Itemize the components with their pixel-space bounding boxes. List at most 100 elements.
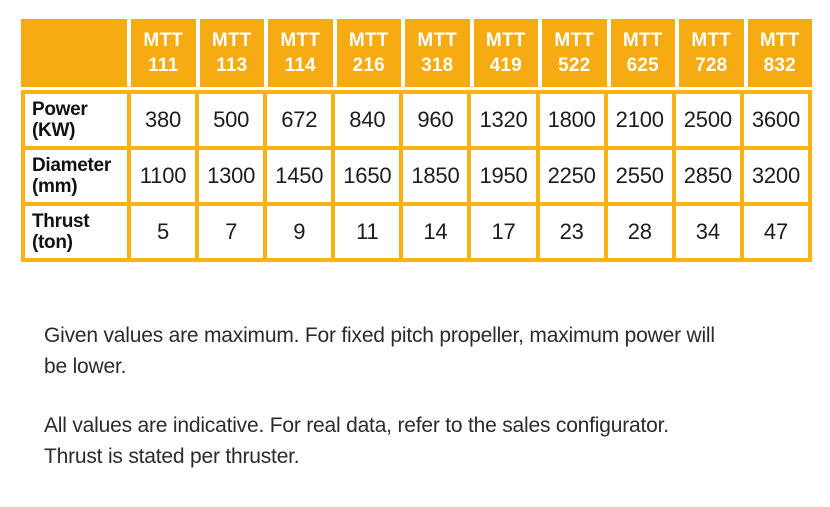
row-label-diameter: Diameter (mm) bbox=[25, 150, 127, 202]
value-cell: 840 bbox=[335, 94, 400, 146]
cell-value: 14 bbox=[423, 219, 448, 244]
column-header-mtt-216: MTT 216 bbox=[336, 19, 401, 87]
cell-value: 1950 bbox=[479, 163, 528, 188]
cell-value: 672 bbox=[281, 107, 318, 132]
value-cell: 23 bbox=[539, 206, 604, 258]
column-header-mtt-114: MTT 114 bbox=[268, 19, 333, 87]
row-label-power: Power (KW) bbox=[25, 94, 127, 146]
table-header-row: MTT 111 MTT 113 MTT 114 MTT 216 MTT 318 MTT 419 MTT 5… bbox=[21, 19, 812, 87]
row-label-text: Thrust bbox=[32, 211, 90, 232]
value-cell: 28 bbox=[607, 206, 672, 258]
row-label-unit: (KW) bbox=[32, 120, 76, 141]
value-cell: 1950 bbox=[471, 150, 536, 202]
value-cell: 5 bbox=[131, 206, 196, 258]
column-header-prefix: MTT bbox=[143, 30, 184, 51]
cell-value: 2850 bbox=[683, 163, 732, 188]
note-line: Thrust is stated per thruster. bbox=[44, 445, 300, 468]
value-cell: 2850 bbox=[675, 150, 740, 202]
value-cell: 960 bbox=[403, 94, 468, 146]
value-cell: 1320 bbox=[471, 94, 536, 146]
cell-value: 1320 bbox=[479, 107, 528, 132]
value-cell: 1100 bbox=[131, 150, 196, 202]
cell-value: 1300 bbox=[207, 163, 256, 188]
cell-value: 9 bbox=[293, 219, 306, 244]
cell-value: 3200 bbox=[751, 163, 801, 188]
note-paragraph-1: Given values are maximum. For fixed pitc… bbox=[44, 320, 789, 382]
value-cell: 34 bbox=[675, 206, 740, 258]
cell-value: 1450 bbox=[275, 163, 324, 188]
cell-value: 960 bbox=[417, 107, 454, 132]
value-cell: 500 bbox=[199, 94, 264, 146]
value-cell: 17 bbox=[471, 206, 536, 258]
column-header-prefix: MTT bbox=[622, 30, 663, 51]
cell-value: 840 bbox=[349, 107, 386, 132]
cell-value: 500 bbox=[213, 107, 250, 132]
column-header-mtt-318: MTT 318 bbox=[405, 19, 470, 87]
cell-value: 2550 bbox=[615, 163, 664, 188]
cell-value: 34 bbox=[695, 219, 720, 244]
column-header-model: 111 bbox=[148, 55, 179, 76]
value-cell: 2250 bbox=[539, 150, 604, 202]
cell-value: 1850 bbox=[411, 163, 460, 188]
cell-value: 23 bbox=[559, 219, 584, 244]
cell-value: 28 bbox=[627, 219, 652, 244]
cell-value: 2100 bbox=[615, 107, 664, 132]
cell-value: 5 bbox=[157, 219, 170, 244]
column-header-mtt-111: MTT 111 bbox=[131, 19, 196, 87]
value-cell: 380 bbox=[131, 94, 196, 146]
cell-value: 380 bbox=[144, 107, 182, 132]
cell-value: 2500 bbox=[683, 107, 732, 132]
cell-value: 2250 bbox=[547, 163, 596, 188]
column-header-model: 114 bbox=[284, 55, 316, 76]
value-cell: 14 bbox=[403, 206, 468, 258]
column-header-prefix: MTT bbox=[485, 30, 526, 51]
value-cell: 1800 bbox=[539, 94, 604, 146]
note-line: All values are indicative. For real data… bbox=[44, 414, 669, 437]
column-header-mtt-832: MTT 832 bbox=[747, 19, 812, 87]
value-cell: 1450 bbox=[267, 150, 332, 202]
value-cell: 1850 bbox=[403, 150, 468, 202]
column-header-model: 113 bbox=[216, 55, 248, 76]
value-cell: 2500 bbox=[675, 94, 740, 146]
thruster-spec-table: MTT 111 MTT 113 MTT 114 MTT 216 MTT 318 MTT 419 MTT 5… bbox=[21, 19, 812, 262]
column-header-prefix: MTT bbox=[211, 30, 252, 51]
column-header-model: 625 bbox=[626, 55, 659, 76]
column-header-mtt-522: MTT 522 bbox=[542, 19, 607, 87]
note-line: Given values are maximum. For fixed pitc… bbox=[44, 324, 715, 347]
column-header-mtt-419: MTT 419 bbox=[473, 19, 538, 87]
column-header-mtt-728: MTT 728 bbox=[679, 19, 744, 87]
column-header-model: 216 bbox=[352, 55, 385, 76]
value-cell: 2100 bbox=[607, 94, 672, 146]
column-header-prefix: MTT bbox=[417, 30, 458, 51]
value-cell: 7 bbox=[199, 206, 264, 258]
column-header-mtt-113: MTT 113 bbox=[199, 19, 264, 87]
column-header-model: 522 bbox=[558, 55, 591, 76]
table-body: Power (KW) 380 500 672 840 960 1320 1800 2100 2500… bbox=[21, 90, 812, 262]
column-header-prefix: MTT bbox=[691, 30, 732, 51]
value-cell: 672 bbox=[267, 94, 332, 146]
table-corner-cell bbox=[21, 19, 127, 87]
row-label-unit: (mm) bbox=[32, 176, 78, 197]
cell-value: 47 bbox=[763, 219, 788, 244]
value-cell: 3600 bbox=[743, 94, 808, 146]
column-header-prefix: MTT bbox=[348, 30, 389, 51]
value-cell: 2550 bbox=[607, 150, 672, 202]
value-cell: 1300 bbox=[199, 150, 264, 202]
notes-section: Given values are maximum. For fixed pitc… bbox=[44, 320, 789, 472]
value-cell: 3200 bbox=[743, 150, 808, 202]
cell-value: 17 bbox=[491, 219, 516, 244]
row-label-thrust: Thrust (ton) bbox=[25, 206, 127, 258]
column-header-model: 419 bbox=[489, 55, 522, 76]
column-header-prefix: MTT bbox=[280, 30, 321, 51]
column-header-mtt-625: MTT 625 bbox=[610, 19, 675, 87]
column-header-prefix: MTT bbox=[759, 30, 800, 51]
value-cell: 9 bbox=[267, 206, 332, 258]
note-line: be lower. bbox=[44, 355, 127, 378]
value-cell: 11 bbox=[335, 206, 400, 258]
cell-value: 7 bbox=[225, 219, 238, 244]
row-label-unit: (ton) bbox=[32, 232, 73, 253]
note-paragraph-2: All values are indicative. For real data… bbox=[44, 410, 789, 472]
value-cell: 47 bbox=[743, 206, 808, 258]
cell-value: 1100 bbox=[139, 163, 187, 188]
value-cell: 1650 bbox=[335, 150, 400, 202]
